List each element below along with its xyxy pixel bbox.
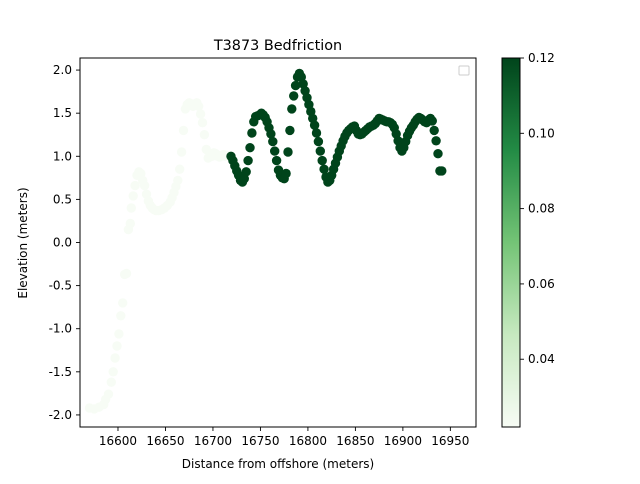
- data-point: [289, 91, 299, 101]
- y-tick-label: 1.0: [53, 149, 72, 163]
- y-tick-label: -2.0: [49, 408, 72, 422]
- data-point: [315, 146, 325, 156]
- data-point: [313, 136, 324, 147]
- data-point: [431, 136, 441, 146]
- y-tick-label: -1.0: [49, 322, 72, 336]
- colorbar: 0.04 0.06 0.08 0.10 0.12: [501, 51, 555, 428]
- data-point: [128, 191, 138, 201]
- data-point: [309, 120, 320, 130]
- data-point: [245, 143, 255, 153]
- plot-frame: [79, 57, 477, 428]
- x-tick-label: 16750: [241, 434, 279, 448]
- data-point: [427, 116, 437, 126]
- data-point: [195, 109, 206, 119]
- x-tick-label: 16600: [99, 434, 137, 448]
- data-point: [139, 180, 150, 191]
- data-point: [116, 311, 126, 321]
- data-point: [311, 128, 322, 138]
- data-point: [110, 353, 120, 363]
- x-tick-label: 16950: [431, 434, 469, 448]
- data-point: [429, 125, 439, 136]
- data-point: [247, 128, 257, 138]
- data-point: [317, 155, 327, 166]
- data-point: [199, 130, 210, 140]
- data-point: [112, 341, 122, 351]
- data-point: [433, 149, 443, 159]
- colorbar-tick-label: 0.04: [528, 352, 555, 366]
- data-point: [126, 203, 136, 213]
- data-point: [271, 155, 282, 166]
- data-point: [197, 118, 208, 128]
- data-point: [106, 377, 117, 387]
- data-point: [241, 167, 251, 177]
- y-tick-label: 0.5: [53, 192, 72, 206]
- y-tick-label: 0.0: [53, 236, 72, 250]
- y-axis-label: Elevation (meters): [16, 187, 30, 298]
- y-tick-label: 1.5: [53, 106, 72, 120]
- legend-box: [458, 65, 470, 76]
- colorbar-tick-label: 0.06: [528, 277, 555, 291]
- y-tick-label: 2.0: [53, 63, 72, 77]
- colorbar-gradient: [501, 57, 521, 428]
- data-point: [108, 367, 118, 377]
- colorbar-tick-label: 0.10: [528, 126, 555, 140]
- data-point: [243, 155, 253, 166]
- data-point: [319, 164, 329, 174]
- data-point: [268, 136, 278, 147]
- x-tick-label: 16650: [146, 434, 184, 448]
- x-tick-label: 16850: [336, 434, 374, 448]
- data-point: [175, 164, 185, 174]
- data-point: [118, 298, 128, 308]
- data-point: [194, 101, 204, 112]
- y-tick-label: -1.5: [49, 365, 72, 379]
- x-tick-label: 16800: [289, 434, 327, 448]
- data-point: [125, 218, 135, 229]
- x-tick-label: 16900: [384, 434, 422, 448]
- data-point: [287, 104, 297, 114]
- x-tick-label: 16700: [194, 434, 232, 448]
- data-point: [121, 268, 132, 279]
- data-point: [285, 125, 295, 136]
- plot-background: [80, 58, 476, 427]
- colorbar-tick-label: 0.08: [528, 202, 555, 216]
- data-point: [266, 129, 276, 139]
- data-point: [176, 147, 187, 157]
- plot-area: [80, 58, 476, 427]
- data-point: [283, 147, 293, 157]
- data-point: [130, 180, 140, 191]
- data-point: [281, 168, 291, 179]
- y-axis: -2.0 -1.5 -1.0 -0.5 0.0 0.5 1.0 1.5 2.0: [49, 63, 80, 422]
- data-point: [173, 175, 183, 186]
- colorbar-tick-label: 0.12: [528, 51, 555, 65]
- chart-title: T3873 Bedfriction: [213, 38, 342, 54]
- x-axis-label: Distance from offshore (meters): [182, 457, 374, 471]
- data-point: [437, 166, 447, 176]
- x-axis: 16600 16650 16700 16750 16800 16850 16900 16950: [99, 427, 469, 448]
- y-tick-label: -0.5: [49, 279, 72, 293]
- data-point: [114, 329, 124, 339]
- data-point: [270, 146, 280, 156]
- scatter-points: [84, 68, 447, 414]
- data-point: [103, 389, 114, 399]
- data-point: [178, 125, 189, 136]
- data-point: [290, 80, 301, 91]
